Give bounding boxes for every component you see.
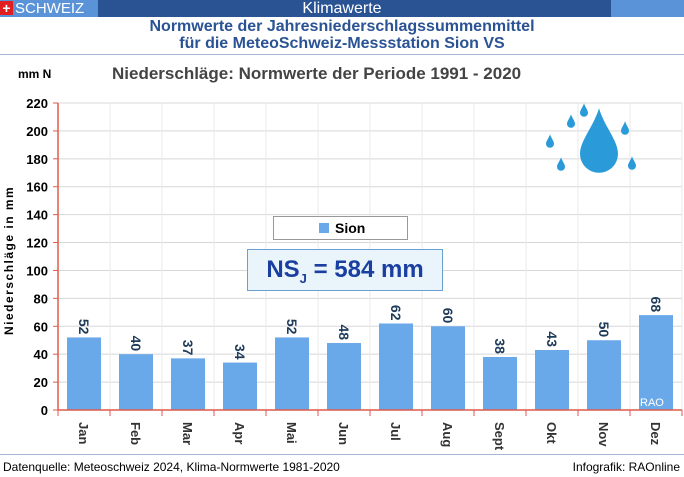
x-tick-label: Jul [388, 422, 403, 441]
bar-dez [639, 315, 673, 410]
y-tick-label: 200 [26, 124, 48, 139]
bar-mai [275, 337, 309, 410]
brand: + SCHWEIZ [0, 0, 98, 17]
y-tick-label: 180 [26, 152, 48, 167]
y-tick-label: 0 [41, 403, 48, 418]
data-source: Datenquelle: Meteoschweiz 2024, Klima-No… [3, 460, 340, 474]
data-label: 48 [336, 324, 352, 340]
section-title: Klimawerte [302, 0, 382, 17]
bar-aug [431, 326, 465, 410]
annual-sub: J [299, 270, 307, 286]
data-label: 60 [440, 308, 456, 324]
bar-nov [587, 340, 621, 410]
annual-label: NS [266, 256, 300, 283]
brand-label: SCHWEIZ [15, 0, 85, 17]
y-tick-label: 80 [34, 291, 48, 306]
data-label: 43 [544, 331, 560, 347]
data-label: 52 [284, 319, 300, 335]
header-bar: Klimawerte + SCHWEIZ [0, 0, 684, 17]
bar-jul [379, 323, 413, 410]
raindrop-icon [580, 108, 618, 173]
y-tick-label: 20 [34, 375, 48, 390]
x-tick-label: Okt [544, 422, 559, 444]
annual-value: = 584 mm [313, 256, 424, 283]
annual-total-box: NSJ = 584 mm [247, 249, 443, 291]
y-tick-label: 220 [26, 96, 48, 111]
header-accent [611, 0, 684, 17]
y-tick-label: 120 [26, 236, 48, 251]
divider [0, 54, 684, 55]
data-label: 68 [648, 297, 664, 313]
page-title: Normwerte der Jahresniederschlagssummenm… [149, 18, 535, 35]
y-tick-label: 160 [26, 180, 48, 195]
bar-jan [67, 337, 101, 410]
bar-mar [171, 358, 205, 410]
data-label: 37 [180, 340, 196, 356]
small-raindrop-icon [580, 103, 588, 117]
x-tick-label: Feb [128, 422, 143, 445]
y-tick-label: 100 [26, 263, 48, 278]
small-raindrop-icon [567, 114, 575, 128]
x-tick-label: Sept [492, 422, 507, 451]
data-label: 62 [388, 305, 404, 321]
bar-apr [223, 362, 257, 410]
data-label: 38 [492, 338, 508, 354]
small-raindrop-icon [557, 157, 565, 171]
data-label: 52 [76, 319, 92, 335]
small-raindrop-icon [628, 156, 636, 170]
credit: Infografik: RAOnline [572, 460, 680, 474]
bar-jun [327, 343, 361, 410]
swiss-flag-icon: + [0, 1, 13, 15]
small-raindrop-icon [621, 121, 629, 135]
y-axis-label: Niederschläge in mm [2, 186, 16, 335]
x-tick-label: Apr [232, 422, 247, 444]
legend-swatch [319, 223, 329, 233]
legend-label: Sion [335, 220, 366, 236]
footer-divider [0, 454, 684, 455]
page-subtitle: für die MeteoSchweiz-Messstation Sion VS [179, 35, 505, 52]
y-tick-label: 60 [34, 319, 48, 334]
watermark: RAO [640, 397, 664, 409]
x-tick-label: Jun [336, 422, 351, 445]
data-label: 34 [232, 344, 248, 360]
bar-sept [483, 356, 517, 410]
x-tick-label: Dez [648, 422, 663, 446]
y-tick-label: 40 [34, 347, 48, 362]
x-tick-label: Mai [284, 422, 299, 444]
unit-label: mm N [18, 67, 52, 81]
bar-okt [535, 349, 569, 410]
small-raindrop-icon [546, 134, 554, 148]
x-tick-label: Jan [76, 422, 91, 444]
data-label: 50 [596, 322, 612, 338]
bar-feb [119, 354, 153, 410]
legend: Sion [273, 216, 408, 240]
x-tick-label: Nov [596, 422, 611, 447]
x-tick-label: Aug [440, 422, 455, 447]
chart-title: Niederschläge: Normwerte der Periode 199… [112, 64, 522, 83]
x-tick-label: Mar [180, 422, 195, 445]
data-label: 40 [128, 336, 144, 352]
y-tick-label: 140 [26, 208, 48, 223]
